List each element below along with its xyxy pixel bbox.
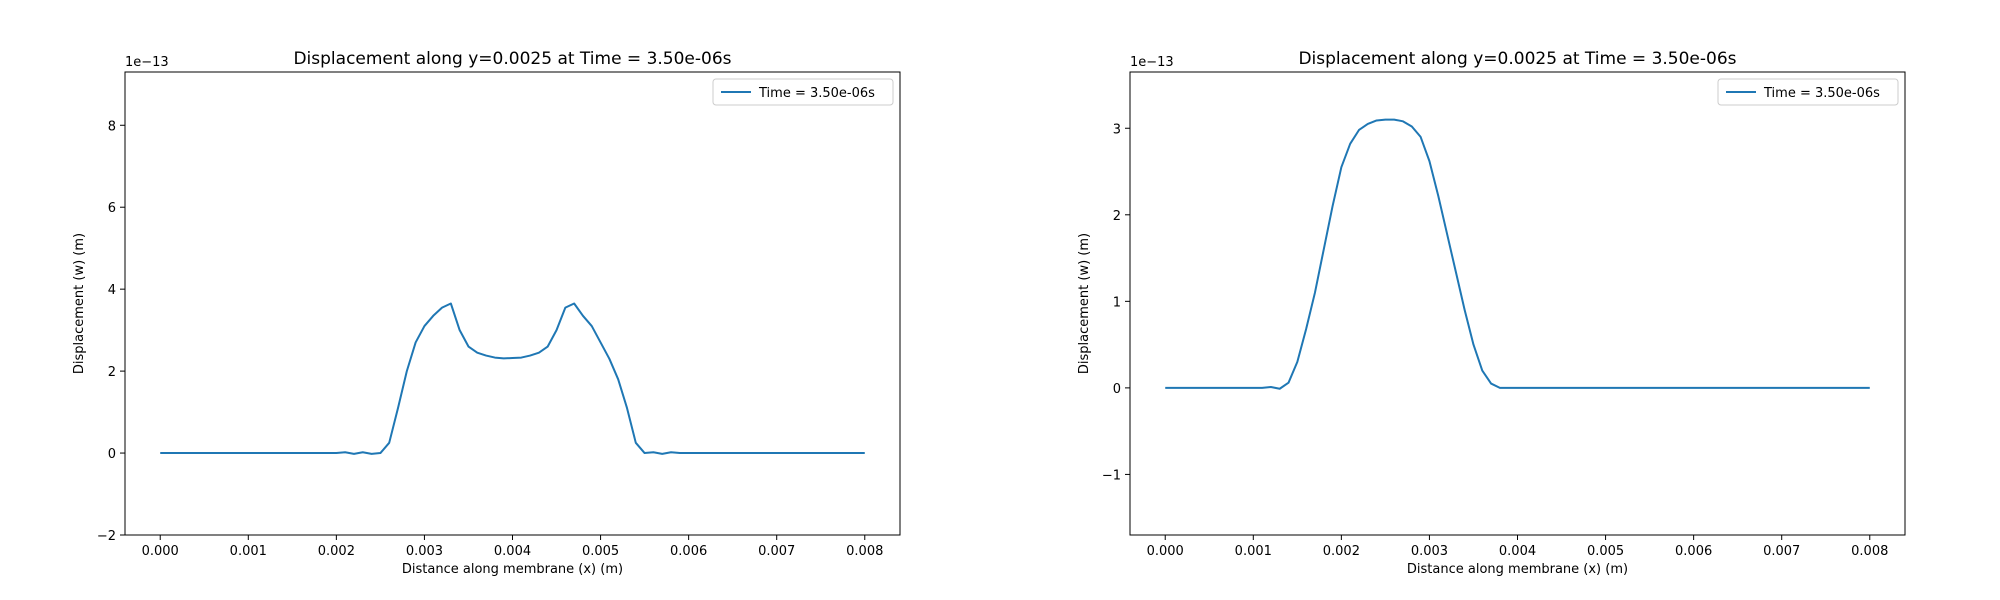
x-tick-label: 0.003 xyxy=(406,544,443,559)
y-tick-label: 8 xyxy=(108,119,116,134)
y-tick-label: 0 xyxy=(1113,382,1121,397)
x-tick-label: 0.004 xyxy=(494,544,531,559)
y-tick-label: 0 xyxy=(108,447,116,462)
y-tick-label: 1 xyxy=(1113,295,1121,310)
x-tick-label: 0.006 xyxy=(670,544,707,559)
y-tick-label: 2 xyxy=(108,365,116,380)
x-axis-label: Distance along membrane (x) (m) xyxy=(402,562,623,577)
chart-title: Displacement along y=0.0025 at Time = 3.… xyxy=(293,49,731,69)
legend-box xyxy=(1717,78,1899,106)
legend: Time = 3.50e-06s xyxy=(1717,78,1899,106)
y-tick-label: 3 xyxy=(1113,122,1121,137)
legend-box xyxy=(712,78,894,106)
legend-label: Time = 3.50e-06s xyxy=(758,86,875,101)
x-tick-label: 0.005 xyxy=(1587,544,1624,559)
x-tick-label: 0.004 xyxy=(1499,544,1536,559)
y-tick-label: 4 xyxy=(108,283,116,298)
x-tick-label: 0.000 xyxy=(1147,544,1184,559)
x-tick-label: 0.008 xyxy=(1851,544,1888,559)
series-line xyxy=(160,302,865,455)
x-tick-label: 0.002 xyxy=(1323,544,1360,559)
charts: Displacement along y=0.0025 at Time = 3.… xyxy=(72,49,1906,577)
plot-frame xyxy=(124,71,901,536)
y-axis-label: Displacement (w) (m) xyxy=(1077,233,1092,374)
y-offset-label: 1e−13 xyxy=(125,55,169,70)
legend: Time = 3.50e-06s xyxy=(712,78,894,106)
legend-label: Time = 3.50e-06s xyxy=(1763,86,1880,101)
x-tick-label: 0.006 xyxy=(1675,544,1712,559)
y-offset-label: 1e−13 xyxy=(1130,55,1174,70)
x-tick-label: 0.005 xyxy=(582,544,619,559)
x-tick-label: 0.003 xyxy=(1411,544,1448,559)
y-tick-label: −1 xyxy=(1102,468,1121,483)
x-tick-label: 0.007 xyxy=(758,544,795,559)
series-line xyxy=(1165,118,1870,390)
plot-frame xyxy=(1129,71,1906,536)
x-tick-label: 0.002 xyxy=(318,544,355,559)
y-tick-label: 2 xyxy=(1113,209,1121,224)
y-axis-label: Displacement (w) (m) xyxy=(72,233,87,374)
x-tick-label: 0.000 xyxy=(142,544,179,559)
x-tick-label: 0.008 xyxy=(846,544,883,559)
x-axis-label: Distance along membrane (x) (m) xyxy=(1407,562,1628,577)
chart-title: Displacement along y=0.0025 at Time = 3.… xyxy=(1298,49,1736,69)
x-tick-label: 0.007 xyxy=(1763,544,1800,559)
x-tick-label: 0.001 xyxy=(1235,544,1272,559)
chart-1: Displacement along y=0.0025 at Time = 3.… xyxy=(72,49,901,577)
y-tick-label: 6 xyxy=(108,201,116,216)
chart-2: Displacement along y=0.0025 at Time = 3.… xyxy=(1077,49,1906,577)
x-tick-label: 0.001 xyxy=(230,544,267,559)
y-tick-label: −2 xyxy=(97,529,116,544)
